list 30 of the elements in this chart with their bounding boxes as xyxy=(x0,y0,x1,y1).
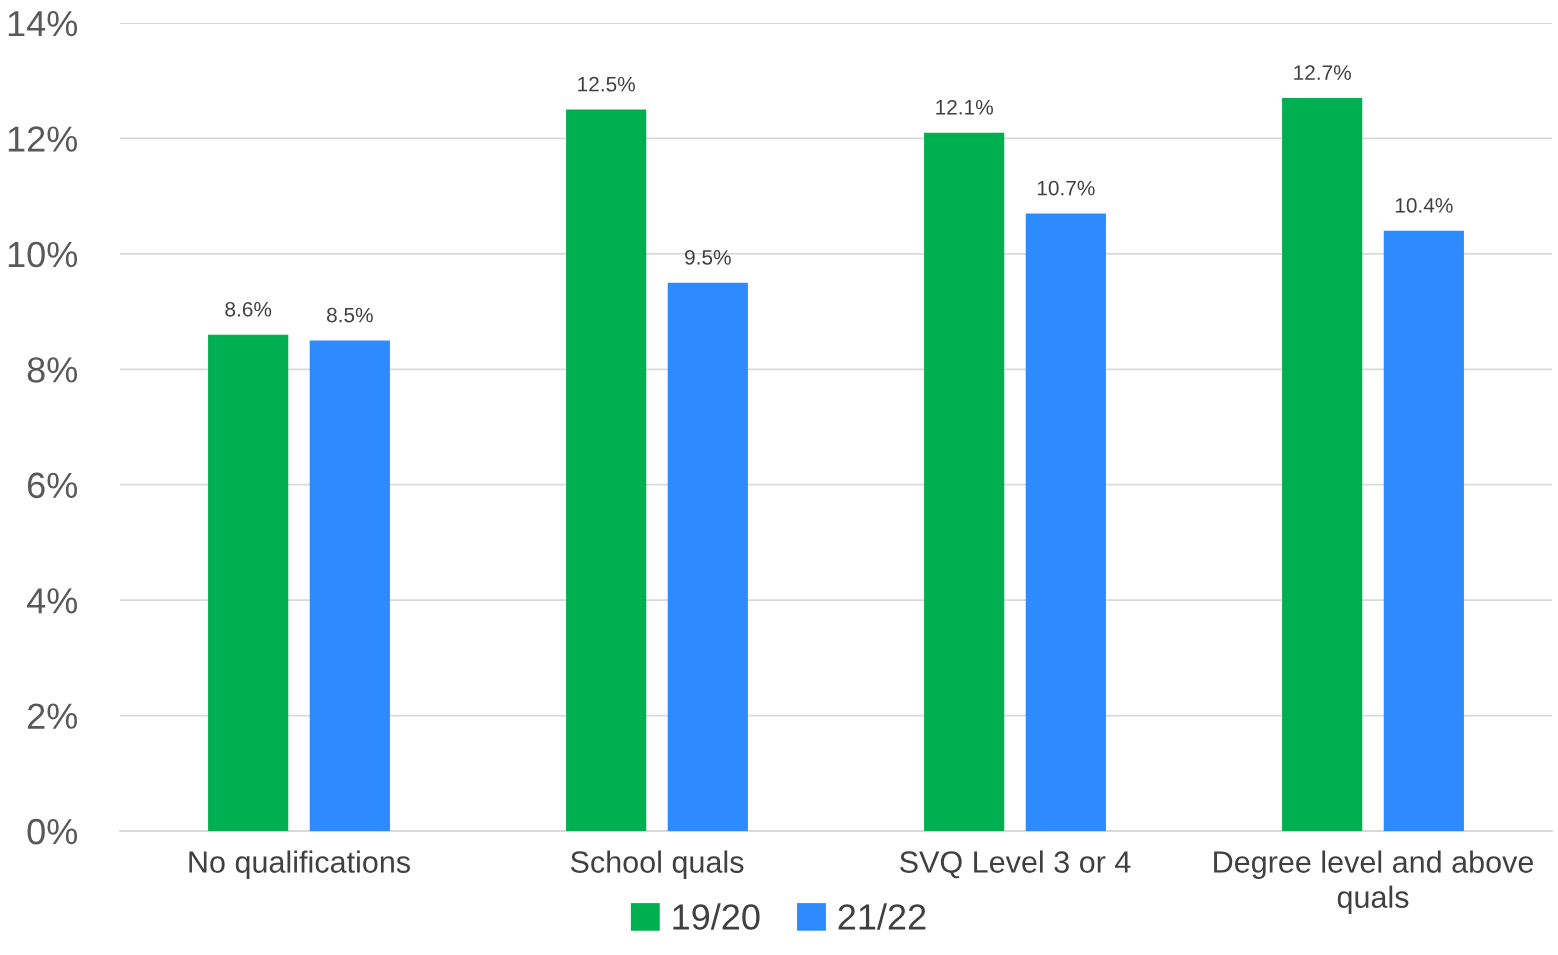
data-label: 8.5% xyxy=(327,307,373,323)
y-tick-label: 12% xyxy=(8,126,78,152)
data-label: 12.1% xyxy=(936,99,993,115)
bar xyxy=(208,334,289,831)
y-tick-label: 4% xyxy=(26,588,78,614)
bar xyxy=(1025,213,1106,831)
x-tick-label: No qualifications xyxy=(189,850,410,879)
y-tick-label: 10% xyxy=(8,241,78,268)
bar xyxy=(309,340,390,831)
bar xyxy=(667,282,748,831)
bar xyxy=(1282,98,1363,831)
data-label: 9.5% xyxy=(685,249,731,265)
x-tick-label: School quals xyxy=(570,850,744,879)
y-tick-label: 0% xyxy=(27,818,78,845)
data-label: 12.5% xyxy=(578,76,635,92)
data-label: 12.7% xyxy=(1294,65,1351,80)
y-tick-label: 2% xyxy=(27,703,78,729)
bar xyxy=(566,109,647,831)
data-label: 10.7% xyxy=(1037,180,1095,196)
data-label: 10.4% xyxy=(1395,198,1453,213)
y-tick-label: 8% xyxy=(27,357,78,383)
bar xyxy=(1383,230,1464,831)
bar xyxy=(924,132,1005,831)
legend-label: 19/20 xyxy=(673,903,760,930)
y-tick-label: 6% xyxy=(27,472,78,499)
x-tick-label: Degree level and above quals xyxy=(1214,850,1534,915)
data-label: 8.6% xyxy=(225,301,272,317)
y-tick-label: 14% xyxy=(8,11,78,37)
legend-label: 21/22 xyxy=(838,903,926,930)
x-tick-label: SVQ Level 3 or 4 xyxy=(900,850,1131,879)
